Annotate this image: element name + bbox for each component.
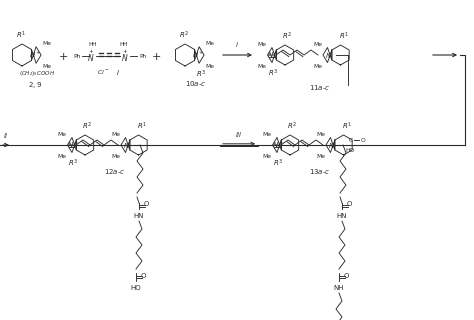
Text: O: O (347, 201, 352, 207)
Text: $R^2$: $R^2$ (179, 30, 189, 41)
Text: HN: HN (134, 213, 144, 219)
Text: $N^+$: $N^+$ (192, 50, 204, 60)
Text: $R^2$: $R^2$ (282, 31, 292, 42)
Text: Me: Me (57, 132, 66, 137)
Text: Me: Me (316, 132, 325, 137)
Text: Me: Me (42, 64, 51, 69)
Text: $N$: $N$ (325, 51, 332, 60)
Text: Me: Me (57, 154, 66, 158)
Text: $ii$: $ii$ (3, 131, 9, 140)
Text: Me: Me (263, 132, 272, 137)
Text: $(CH_2)_5COOH$: $(CH_2)_5COOH$ (19, 69, 55, 78)
Text: O: O (141, 273, 146, 279)
Text: $R^3$: $R^3$ (68, 158, 78, 169)
Text: O: O (144, 201, 149, 207)
Text: $R^2$: $R^2$ (82, 121, 92, 132)
Text: $N^+$: $N^+$ (267, 50, 279, 60)
Text: $13a$-$c$: $13a$-$c$ (309, 167, 331, 176)
Text: Ph: Ph (139, 53, 146, 59)
Text: $N$: $N$ (123, 140, 130, 149)
Text: Me: Me (257, 42, 266, 46)
Text: H: H (92, 42, 96, 47)
Text: Me: Me (205, 41, 214, 46)
Text: HO: HO (131, 285, 141, 291)
Text: $i$: $i$ (235, 40, 239, 49)
Text: $12a$-$c$: $12a$-$c$ (104, 167, 126, 176)
Text: $11a$-$c$: $11a$-$c$ (309, 83, 331, 92)
Text: HO: HO (346, 148, 355, 153)
Text: $Cl^-$: $Cl^-$ (97, 68, 109, 76)
Text: $R^1$: $R^1$ (137, 121, 146, 132)
Text: Me: Me (313, 42, 322, 46)
Text: $\overset{+}{N}$: $\overset{+}{N}$ (87, 48, 95, 64)
Text: Me: Me (316, 154, 325, 158)
Text: O: O (361, 138, 366, 142)
Text: H: H (89, 42, 93, 47)
Text: Me: Me (257, 63, 266, 68)
Text: $iii$: $iii$ (235, 130, 243, 139)
Text: H: H (120, 42, 124, 47)
Text: $R^1$: $R^1$ (342, 121, 352, 132)
Text: $R^3$: $R^3$ (196, 69, 206, 80)
Text: O: O (344, 273, 349, 279)
Text: Me: Me (313, 63, 322, 68)
Text: $+$: $+$ (151, 52, 161, 62)
Text: $R^3$: $R^3$ (273, 158, 283, 169)
Text: H: H (123, 42, 127, 47)
Text: $I$: $I$ (116, 68, 120, 77)
Text: $R^3$: $R^3$ (268, 68, 278, 79)
Text: C: C (349, 138, 353, 142)
Text: Me: Me (263, 154, 272, 158)
Text: Me: Me (205, 64, 214, 69)
Text: Me: Me (111, 154, 120, 158)
Text: Me: Me (111, 132, 120, 137)
Text: $N^+$: $N^+$ (272, 140, 284, 150)
Text: HN: HN (337, 213, 347, 219)
Text: Ph: Ph (73, 53, 81, 59)
Text: $R^2$: $R^2$ (287, 121, 297, 132)
Text: Me: Me (42, 41, 51, 46)
Text: $R^1$: $R^1$ (16, 30, 26, 41)
Text: $N^+$: $N^+$ (29, 50, 41, 60)
Text: $+$: $+$ (58, 52, 68, 62)
Text: $R^1$: $R^1$ (338, 31, 348, 42)
Text: $2, 9$: $2, 9$ (28, 80, 42, 90)
Text: $\overset{+}{N}$: $\overset{+}{N}$ (121, 48, 129, 64)
Text: NH: NH (334, 285, 344, 291)
Text: $10a$-$c$: $10a$-$c$ (185, 79, 207, 88)
Text: $N$: $N$ (328, 140, 335, 149)
Text: $N^+$: $N^+$ (67, 140, 79, 150)
